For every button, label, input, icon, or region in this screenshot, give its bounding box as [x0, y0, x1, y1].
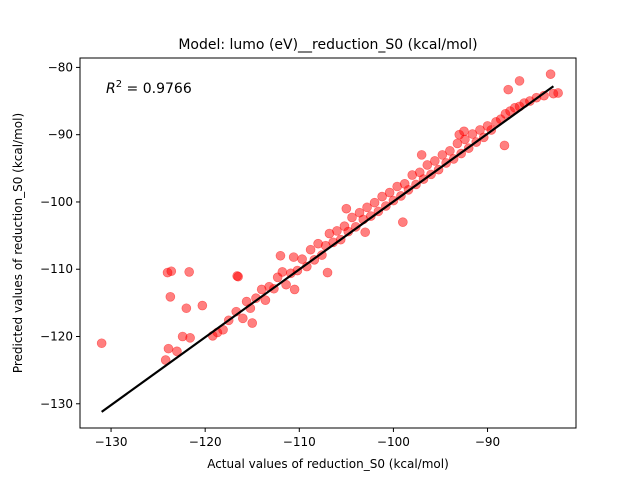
data-point: [341, 203, 352, 214]
data-point: [416, 150, 427, 160]
data-point: [360, 227, 370, 238]
plot-frame: [79, 57, 577, 429]
data-point: [288, 252, 299, 262]
data-point: [347, 212, 357, 223]
data-point: [184, 267, 194, 277]
y-axis: −130 −120 −110 −100 −90 −80: [40, 60, 80, 411]
data-point: [377, 191, 387, 202]
data-point: [260, 295, 271, 305]
data-point: [275, 250, 286, 261]
data-point: [384, 187, 395, 198]
y-tick-label: −100: [40, 195, 73, 209]
data-point: [437, 150, 448, 160]
x-tick-label: −110: [283, 435, 316, 449]
data-point: [445, 146, 455, 156]
data-point: [233, 271, 243, 282]
y-tick-label: −110: [40, 262, 73, 276]
x-axis-label: Actual values of reduction_S0 (kcal/mol): [207, 457, 449, 471]
data-point: [96, 338, 107, 349]
r-squared-exponent: 2: [116, 79, 122, 90]
x-tick-label: −100: [377, 435, 410, 449]
data-point: [238, 313, 248, 324]
chart-title: Model: lumo (eV)__reduction_S0 (kcal/mol…: [178, 37, 477, 53]
data-point: [398, 217, 408, 227]
data-point: [322, 267, 333, 278]
data-point: [289, 284, 300, 295]
data-point: [165, 292, 176, 302]
data-point: [459, 126, 469, 137]
x-tick-label: −130: [95, 435, 128, 449]
data-point: [166, 266, 177, 277]
fit-line: [101, 85, 555, 413]
y-axis-label: Predicted values of reduction_S0 (kcal/m…: [11, 113, 25, 373]
data-point: [163, 343, 174, 354]
y-tick-label: −120: [40, 330, 73, 344]
data-point: [247, 318, 258, 328]
data-point: [369, 197, 380, 208]
r-squared-symbol: R: [106, 81, 116, 97]
data-point: [172, 346, 182, 357]
x-tick-label: −90: [475, 435, 500, 449]
data-point: [503, 84, 514, 95]
x-axis: −130 −120 −110 −100 −90: [95, 428, 500, 449]
y-tick-label: −130: [40, 397, 73, 411]
data-point: [514, 76, 525, 86]
data-point: [277, 267, 288, 277]
data-point: [181, 303, 192, 314]
r-squared-value: = 0.9766: [122, 81, 192, 97]
y-tick-label: −80: [48, 60, 73, 74]
data-point: [499, 140, 510, 151]
data-point: [197, 300, 208, 311]
r-squared-annotation: R2 = 0.9766: [106, 79, 192, 97]
data-point: [422, 160, 433, 170]
data-point: [430, 156, 440, 166]
data-point: [305, 244, 316, 255]
x-tick-label: −120: [189, 435, 222, 449]
data-point: [185, 333, 195, 343]
y-tick-label: −90: [48, 128, 73, 142]
data-point: [362, 202, 372, 213]
data-point: [553, 88, 563, 98]
data-point: [545, 69, 556, 79]
data-point: [332, 226, 342, 236]
data-point: [297, 254, 307, 264]
